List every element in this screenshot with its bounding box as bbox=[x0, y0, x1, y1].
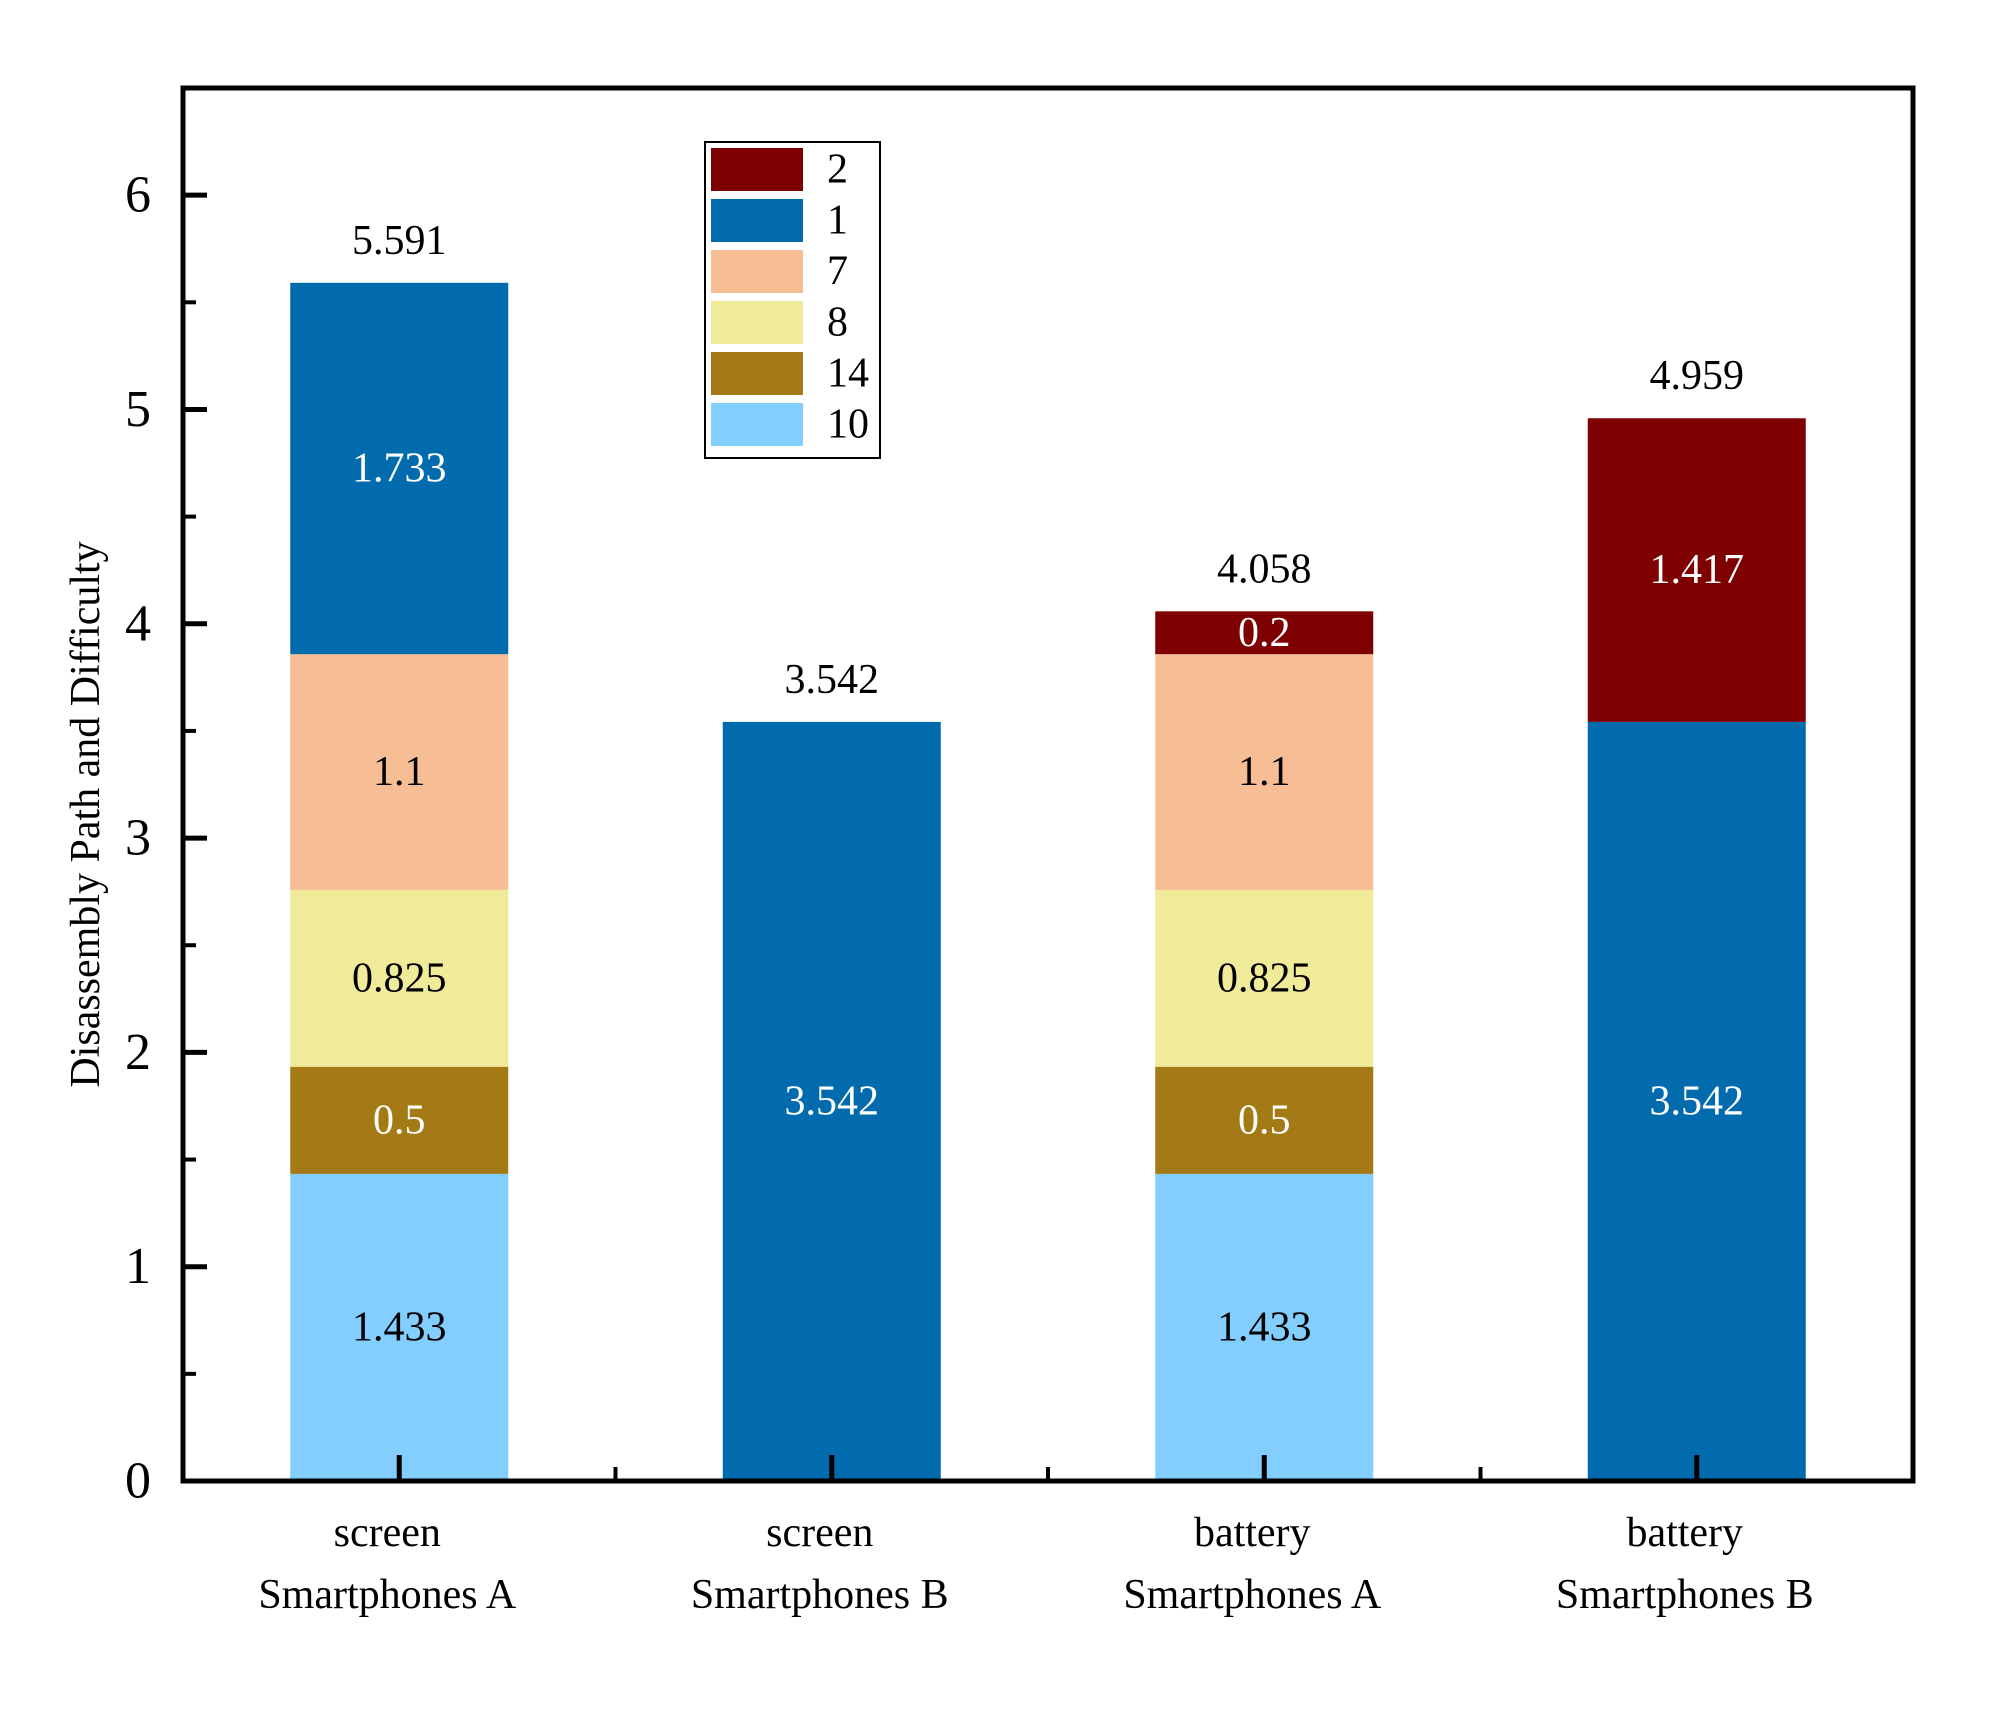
total-label: 3.542 bbox=[785, 657, 880, 703]
bar-segment bbox=[290, 654, 509, 890]
bar-segment bbox=[1587, 418, 1806, 722]
segment-label: 0.5 bbox=[373, 1097, 426, 1143]
legend-label: 2 bbox=[827, 147, 848, 193]
bar-segment bbox=[1587, 721, 1806, 1481]
labels-layer: 1.433 0.5 0.825 1.1 1.733 5.591 screen Smartpho… bbox=[258, 218, 1813, 1618]
legend-swatch bbox=[711, 250, 803, 293]
bar-segment bbox=[1155, 1066, 1374, 1174]
x-tick-label: screen bbox=[766, 1510, 873, 1556]
legend-label: 7 bbox=[827, 249, 848, 295]
segment-label: 3.542 bbox=[1650, 1078, 1745, 1124]
segment-label: 3.542 bbox=[785, 1078, 880, 1124]
segment-label: 1.1 bbox=[1238, 749, 1291, 795]
bar-segment bbox=[290, 1173, 509, 1481]
segment-label: 1.1 bbox=[373, 749, 426, 795]
y-tick-label: 5 bbox=[125, 381, 151, 438]
segment-label: 1.433 bbox=[352, 1304, 447, 1350]
y-tick-label: 4 bbox=[125, 595, 151, 652]
segment-label: 0.825 bbox=[1217, 955, 1312, 1001]
axes-layer: 0 1 2 3 4 5 6 Disassembly Path and Difficulty bbox=[63, 85, 1916, 1510]
y-tick-label: 6 bbox=[125, 167, 151, 224]
segment-label: 0.2 bbox=[1238, 610, 1291, 656]
legend-swatch bbox=[711, 199, 803, 242]
total-label: 4.959 bbox=[1650, 353, 1745, 399]
bars-layer bbox=[290, 282, 1806, 1481]
segment-label: 0.825 bbox=[352, 955, 447, 1001]
segment-label: 1.417 bbox=[1650, 547, 1745, 593]
x-tick-label: screen bbox=[334, 1510, 441, 1556]
bar-segment bbox=[1155, 654, 1374, 890]
x-tick-label: Smartphones A bbox=[1123, 1572, 1381, 1618]
x-tick-label: battery bbox=[1194, 1510, 1311, 1556]
segment-label: 1.433 bbox=[1217, 1304, 1312, 1350]
bar-segment bbox=[722, 721, 941, 1481]
legend-swatch bbox=[711, 403, 803, 446]
plot-frame bbox=[180, 85, 1916, 1484]
bar-segment bbox=[290, 282, 509, 655]
bar-segment bbox=[1155, 889, 1374, 1067]
legend-label: 14 bbox=[827, 351, 869, 397]
legend-label: 10 bbox=[827, 402, 869, 448]
segment-label: 1.733 bbox=[352, 446, 447, 492]
x-tick-label: Smartphones A bbox=[258, 1572, 516, 1618]
bar-segment bbox=[290, 1066, 509, 1174]
legend: 2 1 7 8 14 10 bbox=[704, 141, 881, 459]
y-axis-title: Disassembly Path and Difficulty bbox=[63, 541, 109, 1087]
legend-swatch bbox=[711, 301, 803, 344]
x-tick-label: Smartphones B bbox=[691, 1572, 949, 1618]
y-tick-label: 0 bbox=[125, 1453, 151, 1510]
legend-label: 1 bbox=[827, 198, 848, 244]
y-tick-label: 3 bbox=[125, 810, 151, 867]
bar-segment bbox=[1155, 611, 1374, 655]
total-label: 4.058 bbox=[1217, 546, 1312, 592]
segment-label: 0.5 bbox=[1238, 1097, 1291, 1143]
legend-label: 8 bbox=[827, 300, 848, 346]
total-label: 5.591 bbox=[352, 218, 447, 264]
legend-swatch bbox=[711, 148, 803, 191]
bar-segment bbox=[1155, 1173, 1374, 1481]
y-tick-label: 2 bbox=[125, 1024, 151, 1081]
legend-swatch bbox=[711, 352, 803, 395]
y-tick-label: 1 bbox=[125, 1238, 151, 1295]
bar-segment bbox=[290, 889, 509, 1067]
x-tick-label: battery bbox=[1626, 1510, 1743, 1556]
x-tick-label: Smartphones B bbox=[1556, 1572, 1814, 1618]
